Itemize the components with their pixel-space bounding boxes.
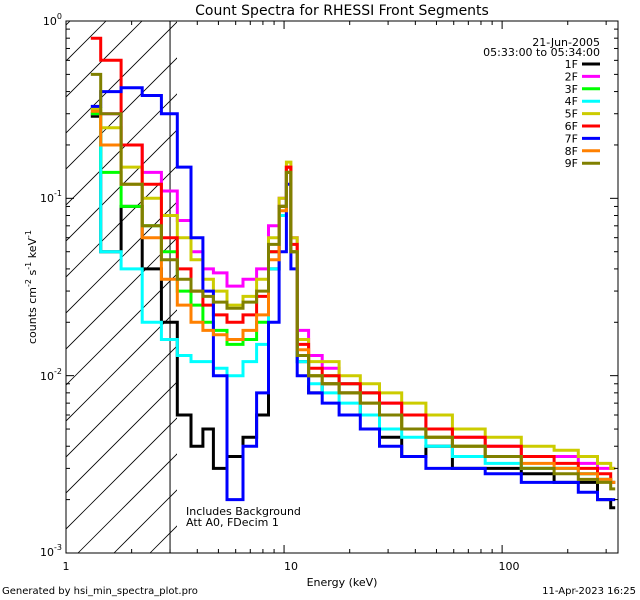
annotation-attenuator-note: Att A0, FDecim 1 bbox=[186, 516, 279, 529]
hatch-line bbox=[66, 57, 177, 170]
legend-label-8F: 8F bbox=[565, 145, 578, 158]
hatch-line bbox=[66, 165, 177, 278]
y-axis-label: counts cm-2 s-1 keV-1 bbox=[24, 230, 39, 344]
x-tick-label-2: 100 bbox=[499, 560, 520, 573]
y-tick-label-1: 10-1 bbox=[40, 189, 62, 205]
legend-label-3F: 3F bbox=[565, 83, 578, 96]
y-label-exp2: -1 bbox=[24, 262, 33, 270]
footer-generated-by: Generated by hsi_min_spectra_plot.pro bbox=[2, 586, 198, 597]
y-label-exp1: -2 bbox=[24, 279, 33, 287]
legend-label-4F: 4F bbox=[565, 95, 578, 108]
hatch-line bbox=[77, 453, 177, 553]
series-6F-line bbox=[90, 36, 616, 484]
series-9F-line bbox=[90, 72, 616, 491]
x-tick-label-1: 10 bbox=[284, 560, 298, 573]
chart-title: Count Spectra for RHESSI Front Segments bbox=[195, 3, 489, 19]
legend-label-9F: 9F bbox=[565, 157, 578, 170]
hatch-line bbox=[66, 201, 177, 314]
y-tick-exp: -1 bbox=[54, 189, 62, 198]
plot-frame bbox=[65, 20, 619, 554]
legend-label-7F: 7F bbox=[565, 132, 578, 145]
hatch-line bbox=[66, 21, 143, 98]
annotation-date: 21-Jun-2005 bbox=[532, 36, 600, 49]
x-axis-label: Energy (keV) bbox=[307, 576, 378, 589]
legend-label-1F: 1F bbox=[565, 58, 578, 71]
y-tick-base: 10 bbox=[40, 546, 54, 559]
y-tick-base: 10 bbox=[40, 192, 54, 205]
y-tick-label-3: 10-3 bbox=[40, 543, 62, 559]
y-label-mid2: keV bbox=[26, 238, 39, 262]
hatch-line bbox=[66, 417, 177, 530]
y-label-mid1: s bbox=[26, 269, 39, 278]
y-tick-label-0: 100 bbox=[43, 12, 62, 28]
hatch-line bbox=[66, 381, 177, 494]
y-tick-base: 10 bbox=[40, 370, 54, 383]
y-label-exp3: -1 bbox=[24, 230, 33, 238]
y-tick-label-2: 10-2 bbox=[40, 367, 62, 383]
hatch-line bbox=[66, 21, 177, 134]
legend-label-5F: 5F bbox=[565, 108, 578, 121]
legend-label-2F: 2F bbox=[565, 70, 578, 83]
footer-timestamp: 11-Apr-2023 16:25 bbox=[542, 586, 636, 597]
y-tick-base: 10 bbox=[43, 15, 57, 28]
y-tick-exp: 0 bbox=[57, 12, 62, 21]
annotation-background-note: Includes Background bbox=[186, 505, 301, 518]
annotation-time-range: 05:33:00 to 05:34:00 bbox=[483, 46, 600, 59]
x-tick-label-0: 1 bbox=[63, 560, 70, 573]
legend-label-6F: 6F bbox=[565, 120, 578, 133]
y-label-base: counts cm bbox=[26, 287, 39, 344]
y-tick-exp: -2 bbox=[54, 367, 62, 376]
y-tick-exp: -3 bbox=[54, 543, 62, 552]
